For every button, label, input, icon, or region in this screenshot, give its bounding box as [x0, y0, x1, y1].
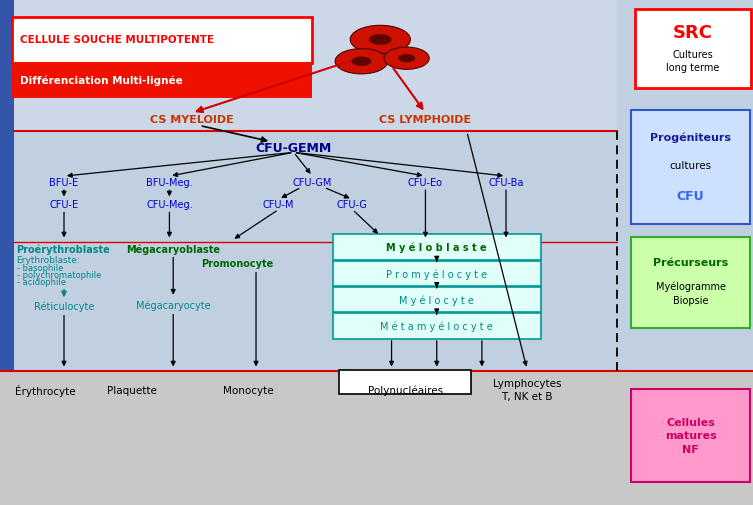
Text: Promonocyte: Promonocyte	[201, 259, 273, 269]
Text: - basophile: - basophile	[17, 263, 63, 272]
Text: Polynucléaires: Polynucléaires	[367, 385, 443, 395]
Text: Myélogramme
Biopsie: Myélogramme Biopsie	[656, 281, 725, 305]
Text: Erythroblaste:: Erythroblaste:	[17, 255, 81, 264]
FancyBboxPatch shape	[12, 18, 312, 64]
FancyBboxPatch shape	[333, 261, 541, 286]
Text: CELLULE SOUCHE MULTIPOTENTE: CELLULE SOUCHE MULTIPOTENTE	[20, 35, 214, 45]
Text: CFU-GEMM: CFU-GEMM	[255, 142, 332, 155]
Text: cultures: cultures	[669, 161, 712, 171]
Text: CFU-Meg.: CFU-Meg.	[146, 200, 193, 210]
Text: Plaquette: Plaquette	[107, 385, 157, 395]
FancyBboxPatch shape	[631, 237, 750, 328]
Text: CFU-E: CFU-E	[50, 200, 78, 210]
Bar	[0, 371, 753, 505]
Text: Réticulocyte: Réticulocyte	[34, 301, 94, 312]
Text: Différenciation Multi-lignée: Différenciation Multi-lignée	[20, 76, 182, 86]
Text: Mégacaryocyte: Mégacaryocyte	[136, 300, 211, 310]
Text: Précurseurs: Précurseurs	[653, 257, 728, 267]
Ellipse shape	[384, 48, 429, 70]
Bar	[14, 0, 617, 131]
Text: CFU-Eo: CFU-Eo	[408, 178, 443, 188]
Text: Lymphocytes
T, NK et B: Lymphocytes T, NK et B	[493, 379, 561, 401]
Text: CFU-Ba: CFU-Ba	[489, 178, 523, 188]
Text: Progéniteurs: Progéniteurs	[650, 132, 731, 143]
Ellipse shape	[369, 35, 392, 45]
Text: Cultures
long terme: Cultures long terme	[666, 50, 720, 73]
Text: CFU-GM: CFU-GM	[293, 178, 332, 188]
Text: CFU-G: CFU-G	[337, 200, 368, 210]
Text: - acidophile: - acidophile	[17, 277, 66, 286]
Text: Monocyte: Monocyte	[223, 385, 274, 395]
Bar	[0, 0, 753, 371]
Text: BFU-Meg.: BFU-Meg.	[146, 178, 193, 188]
FancyBboxPatch shape	[333, 235, 541, 260]
Text: P r o m y é l o c y t e: P r o m y é l o c y t e	[386, 269, 487, 279]
Text: BFU-E: BFU-E	[50, 178, 78, 188]
Text: Proérythroblaste: Proérythroblaste	[17, 244, 111, 255]
FancyBboxPatch shape	[333, 287, 541, 313]
FancyBboxPatch shape	[339, 371, 471, 394]
Text: CS LYMPHOIDE: CS LYMPHOIDE	[380, 115, 471, 125]
Ellipse shape	[352, 58, 371, 67]
Text: M y é l o c y t e: M y é l o c y t e	[399, 295, 474, 305]
Text: Mégacaryoblaste: Mégacaryoblaste	[127, 244, 220, 255]
Text: CS MYELOIDE: CS MYELOIDE	[150, 115, 234, 125]
Text: - polychromatophile: - polychromatophile	[17, 270, 101, 279]
Text: Érythrocyte: Érythrocyte	[15, 384, 75, 396]
Text: CFU: CFU	[677, 190, 704, 203]
FancyBboxPatch shape	[631, 111, 750, 225]
Text: SRC: SRC	[673, 24, 713, 42]
Ellipse shape	[398, 55, 415, 63]
Text: CFU-M: CFU-M	[263, 200, 294, 210]
FancyBboxPatch shape	[333, 314, 541, 339]
FancyBboxPatch shape	[12, 63, 312, 99]
Text: M é t a m y é l o c y t e: M é t a m y é l o c y t e	[380, 321, 493, 331]
Ellipse shape	[350, 26, 410, 55]
Bar	[0, 0, 14, 371]
Text: M y é l o b l a s t e: M y é l o b l a s t e	[386, 242, 487, 252]
Text: Cellules
matures
NF: Cellules matures NF	[665, 418, 716, 453]
Ellipse shape	[335, 49, 388, 75]
FancyBboxPatch shape	[635, 10, 751, 88]
FancyBboxPatch shape	[631, 389, 750, 482]
